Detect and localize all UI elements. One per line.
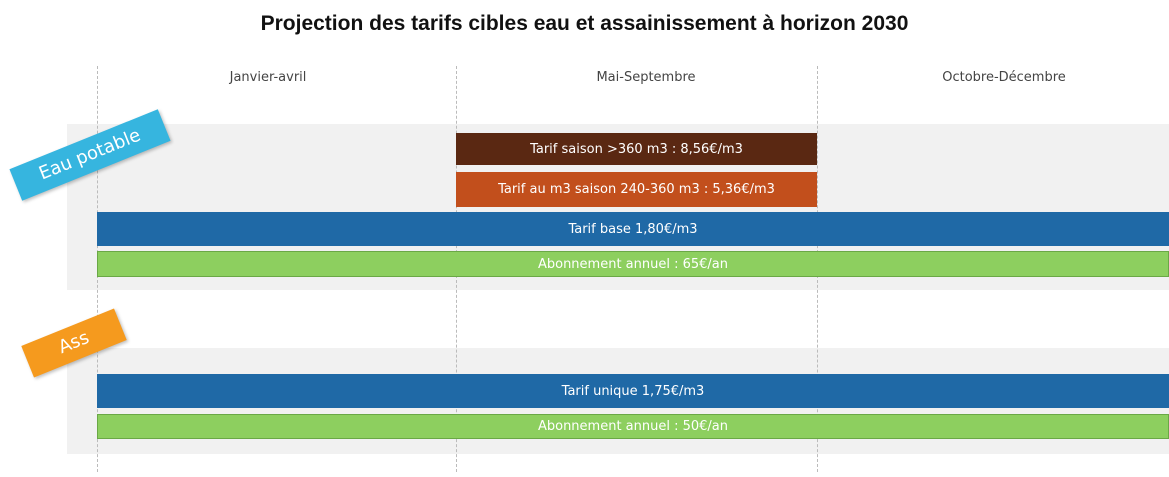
column-header: Mai-Septembre	[596, 70, 696, 85]
tariff-bar: Abonnement annuel : 50€/an	[97, 414, 1169, 439]
tariff-bar: Tarif saison >360 m3 : 8,56€/m3	[456, 133, 817, 165]
tariff-bar: Abonnement annuel : 65€/an	[97, 251, 1169, 277]
tariff-bar: Tarif unique 1,75€/m3	[97, 374, 1169, 408]
column-header: Janvier-avril	[229, 70, 307, 85]
title: Projection des tarifs cibles eau et assa…	[260, 12, 909, 35]
column-header: Octobre-Décembre	[942, 70, 1066, 85]
tariff-bar: Tarif au m3 saison 240-360 m3 : 5,36€/m3	[456, 172, 817, 207]
tariff-bar: Tarif base 1,80€/m3	[97, 212, 1169, 246]
